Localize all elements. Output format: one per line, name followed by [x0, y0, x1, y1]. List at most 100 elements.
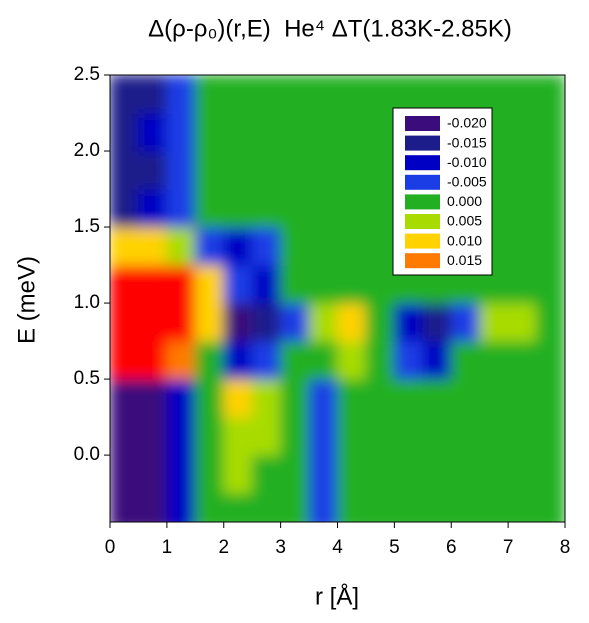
contour-cell — [110, 454, 139, 494]
contour-cell — [450, 340, 481, 380]
contour-cell — [365, 112, 395, 152]
contour-cell — [280, 264, 310, 304]
legend-swatch — [405, 233, 440, 249]
contour-cell — [507, 226, 538, 266]
contour-cell — [337, 302, 367, 342]
contour-cell — [251, 112, 282, 152]
contour-cell — [365, 150, 395, 190]
contour-cell — [536, 188, 565, 228]
contour-cell — [308, 416, 338, 456]
contour-cell — [536, 264, 565, 304]
contour-cell — [422, 454, 452, 494]
contour-cell — [194, 112, 225, 152]
contour-cell — [194, 75, 225, 114]
x-tick-label: 6 — [446, 537, 457, 558]
contour-cell — [280, 378, 310, 418]
x-tick-label: 5 — [389, 537, 400, 558]
contour-cell — [166, 188, 196, 228]
contour-cell — [507, 416, 538, 456]
contour-cell — [166, 454, 196, 494]
contour-cell — [166, 264, 196, 304]
contour-cell — [110, 340, 139, 380]
legend: -0.020 -0.015 -0.010 -0.005 0.000 0.005 0.010 0… — [405, 115, 487, 269]
contour-cell — [365, 378, 395, 418]
contour-cell — [365, 75, 395, 114]
contour-cell — [194, 226, 225, 266]
contour-cell — [450, 416, 481, 456]
contour-cell — [166, 378, 196, 418]
contour-cell — [365, 340, 395, 380]
y-tick-label: 2.5 — [74, 64, 100, 85]
contour-cell — [422, 416, 452, 456]
contour-cell — [422, 75, 452, 114]
contour-cell — [137, 112, 168, 152]
contour-cell — [137, 302, 168, 342]
contour-cell — [308, 75, 338, 114]
contour-cell — [507, 150, 538, 190]
contour-cell — [536, 492, 565, 522]
contour-cell — [137, 188, 168, 228]
contour-cell — [280, 188, 310, 228]
contour-cell — [365, 302, 395, 342]
legend-box — [392, 107, 493, 276]
contour-cell — [223, 492, 253, 522]
x-axis-label: r [Å] — [315, 582, 359, 610]
legend-label: 0.015 — [447, 252, 482, 268]
contour-cell — [365, 264, 395, 304]
contour-cell — [337, 492, 367, 522]
y-axis-label: E (meV) — [13, 256, 40, 344]
contour-cell — [251, 75, 282, 114]
contour-cell — [223, 378, 253, 418]
contour-cell — [308, 226, 338, 266]
legend-swatch — [405, 253, 440, 269]
legend-label: -0.020 — [447, 115, 487, 131]
contour-cell — [280, 226, 310, 266]
contour-cell — [251, 150, 282, 190]
contour-cell — [308, 340, 338, 380]
contour-cell — [251, 454, 282, 494]
contour-cell — [166, 340, 196, 380]
contour-cell — [536, 416, 565, 456]
contour-cell — [536, 340, 565, 380]
contour-cell — [479, 302, 509, 342]
contour-cell — [536, 378, 565, 418]
x-tick-label: 0 — [105, 537, 116, 558]
contour-cell — [280, 340, 310, 380]
contour-cell — [479, 416, 509, 456]
contour-cell — [166, 302, 196, 342]
contour-cell — [194, 302, 225, 342]
contour-cell — [137, 264, 168, 304]
contour-cell — [507, 302, 538, 342]
y-tick-label: 1.0 — [74, 292, 100, 313]
contour-cell — [308, 454, 338, 494]
contour-cell — [479, 454, 509, 494]
contour-cell — [280, 302, 310, 342]
contour-cell — [194, 264, 225, 304]
contour-cell — [337, 264, 367, 304]
contour-cell — [393, 492, 424, 522]
contour-cell — [110, 188, 139, 228]
contour-cell — [166, 150, 196, 190]
contour-cell — [251, 264, 282, 304]
contour-cell — [422, 492, 452, 522]
contour-cell — [194, 378, 225, 418]
chart-title: Δ(ρ-ρ₀)(r,E) He⁴ ΔT(1.83K-2.85K) — [148, 15, 512, 42]
contour-cell — [110, 75, 139, 114]
y-tick-label: 2.0 — [74, 140, 100, 161]
contour-cell — [337, 378, 367, 418]
contour-cell — [450, 302, 481, 342]
contour-cell — [223, 416, 253, 456]
contour-cell — [422, 340, 452, 380]
legend-swatch — [405, 155, 440, 171]
contour-cell — [507, 264, 538, 304]
legend-swatch — [405, 116, 440, 131]
contour-cell — [337, 188, 367, 228]
contour-cell — [194, 492, 225, 522]
contour-cell — [450, 492, 481, 522]
legend-label: 0.010 — [447, 232, 482, 248]
contour-cell — [251, 378, 282, 418]
legend-label: 0.005 — [447, 213, 482, 229]
contour-cell — [507, 340, 538, 380]
contour-cell — [479, 378, 509, 418]
